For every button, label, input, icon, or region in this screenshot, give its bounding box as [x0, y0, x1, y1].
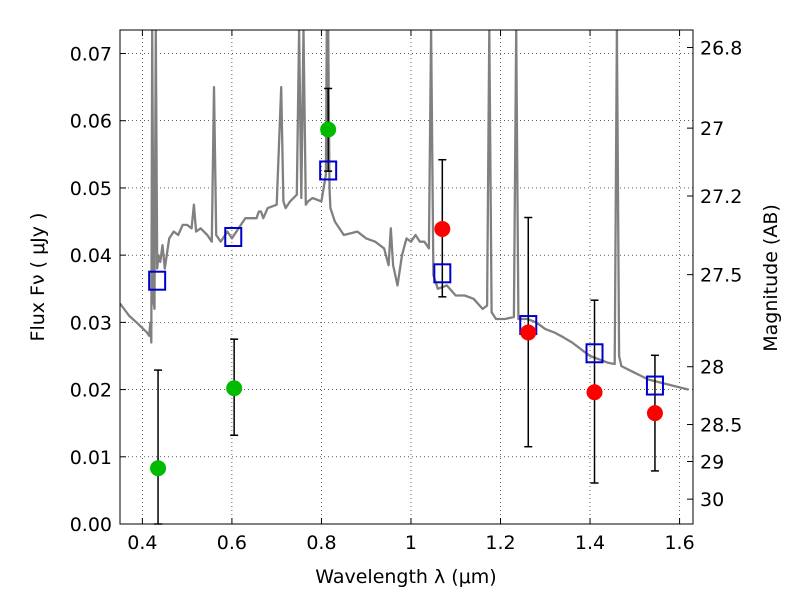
right-y-tick-label: 27 — [700, 118, 724, 140]
red-data-point — [434, 220, 451, 237]
model-flux-box — [224, 227, 243, 248]
y-tick-label: 0.01 — [70, 447, 112, 469]
right-y-tick-label: 28.5 — [700, 415, 742, 437]
x-tick-label: 0.4 — [127, 532, 157, 554]
y-tick-label: 0.07 — [70, 44, 112, 66]
model-flux-box — [645, 375, 664, 396]
red-data-point — [520, 324, 537, 341]
red-data-point — [586, 384, 603, 401]
x-tick-label: 1 — [405, 532, 417, 554]
x-tick-label: 0.8 — [306, 532, 336, 554]
spectrum-line — [120, 30, 689, 391]
plot-frame — [119, 29, 694, 525]
axis-ticks: 0.4 0.6 0.8 1 1.2 1.4 1.6 0.00 0.01 0.02 0.03 0.04 0… — [70, 30, 742, 554]
right-y-tick-label: 27.5 — [700, 265, 742, 287]
y-tick-label: 0.03 — [70, 312, 112, 334]
observed-flux-points — [150, 121, 663, 477]
x-tick-label: 1.4 — [575, 532, 605, 554]
red-data-point — [646, 405, 663, 422]
right-y-tick-label: 26.8 — [700, 37, 742, 59]
y-tick-label: 0.00 — [70, 514, 112, 536]
right-y-tick-label: 27.2 — [700, 186, 742, 208]
y-tick-label: 0.05 — [70, 178, 112, 200]
x-tick-label: 0.6 — [217, 532, 247, 554]
green-data-point — [320, 121, 337, 138]
model-flux-box — [585, 343, 604, 364]
right-y-axis-label: Magnitude (AB) — [760, 204, 782, 352]
green-data-point — [150, 460, 167, 477]
y-tick-label: 0.04 — [70, 245, 112, 267]
model-flux-box — [319, 160, 338, 181]
grid-lines — [120, 30, 693, 525]
x-tick-label: 1.6 — [664, 532, 694, 554]
model-flux-boxes — [148, 160, 664, 396]
right-y-tick-label: 28 — [700, 357, 724, 379]
right-y-tick-label: 29 — [700, 451, 724, 473]
error-bars — [154, 87, 659, 525]
green-data-point — [226, 380, 243, 397]
y-tick-label: 0.06 — [70, 111, 112, 133]
x-axis-label: Wavelength λ (μm) — [315, 566, 496, 588]
spectrum-series — [120, 30, 689, 391]
right-y-tick-label: 30 — [700, 489, 724, 511]
y-axis-label: Flux Fν ( μJy ) — [27, 213, 49, 342]
model-flux-box — [148, 270, 167, 291]
x-tick-label: 1.2 — [485, 532, 515, 554]
y-tick-label: 0.02 — [70, 380, 112, 402]
model-flux-box — [433, 263, 452, 284]
